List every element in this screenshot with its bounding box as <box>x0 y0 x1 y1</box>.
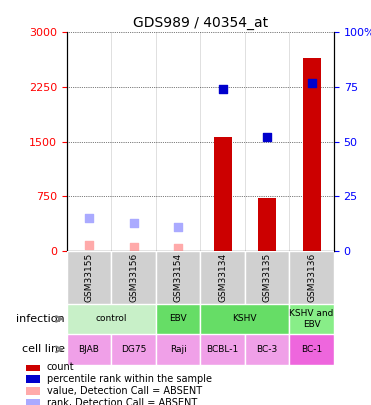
FancyBboxPatch shape <box>200 251 245 304</box>
Point <box>309 80 315 87</box>
Text: GSM33135: GSM33135 <box>263 253 272 302</box>
FancyBboxPatch shape <box>156 251 200 304</box>
Text: KSHV and
EBV: KSHV and EBV <box>289 309 334 328</box>
Text: EBV: EBV <box>169 314 187 324</box>
FancyBboxPatch shape <box>289 251 334 304</box>
Bar <box>303 58 321 251</box>
Text: cell line: cell line <box>22 344 65 354</box>
Text: infection: infection <box>16 314 65 324</box>
Point <box>220 85 226 92</box>
FancyBboxPatch shape <box>156 334 200 364</box>
Bar <box>26 375 40 383</box>
Text: BC-1: BC-1 <box>301 345 322 354</box>
Text: percentile rank within the sample: percentile rank within the sample <box>47 374 212 384</box>
Text: control: control <box>96 314 127 324</box>
Point <box>131 220 137 227</box>
FancyBboxPatch shape <box>200 304 289 334</box>
Text: GSM33155: GSM33155 <box>85 253 93 302</box>
FancyBboxPatch shape <box>245 251 289 304</box>
Text: BJAB: BJAB <box>79 345 99 354</box>
Title: GDS989 / 40354_at: GDS989 / 40354_at <box>133 16 268 30</box>
FancyBboxPatch shape <box>289 334 334 364</box>
Text: value, Detection Call = ABSENT: value, Detection Call = ABSENT <box>47 386 202 396</box>
Text: BC-3: BC-3 <box>256 345 278 354</box>
FancyBboxPatch shape <box>156 304 200 334</box>
Point <box>175 224 181 230</box>
Bar <box>26 362 40 371</box>
Text: GSM33134: GSM33134 <box>218 253 227 302</box>
FancyBboxPatch shape <box>111 251 156 304</box>
Point <box>131 243 137 250</box>
Point <box>86 242 92 249</box>
FancyBboxPatch shape <box>67 334 111 364</box>
Bar <box>214 137 232 251</box>
FancyBboxPatch shape <box>67 304 156 334</box>
Bar <box>26 399 40 405</box>
Text: GSM33156: GSM33156 <box>129 253 138 302</box>
Bar <box>26 387 40 395</box>
Text: DG75: DG75 <box>121 345 146 354</box>
FancyBboxPatch shape <box>200 334 245 364</box>
Point <box>175 245 181 252</box>
FancyBboxPatch shape <box>67 251 111 304</box>
Bar <box>258 198 276 251</box>
Text: GSM33136: GSM33136 <box>307 253 316 302</box>
Text: count: count <box>47 362 74 371</box>
FancyBboxPatch shape <box>245 334 289 364</box>
Point <box>264 134 270 141</box>
Text: Raji: Raji <box>170 345 187 354</box>
FancyBboxPatch shape <box>289 304 334 334</box>
Text: KSHV: KSHV <box>233 314 257 324</box>
Point <box>86 214 92 221</box>
FancyBboxPatch shape <box>111 334 156 364</box>
Text: rank, Detection Call = ABSENT: rank, Detection Call = ABSENT <box>47 398 197 405</box>
Text: BCBL-1: BCBL-1 <box>207 345 239 354</box>
Text: GSM33154: GSM33154 <box>174 253 183 302</box>
